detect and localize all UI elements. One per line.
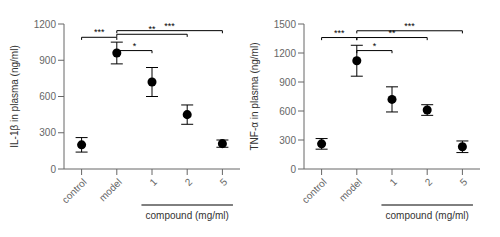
svg-text:5: 5 [218, 176, 230, 188]
svg-text:1: 1 [147, 176, 159, 188]
svg-text:model: model [97, 176, 124, 203]
svg-text:control: control [300, 176, 329, 205]
svg-text:compound (mg/ml): compound (mg/ml) [386, 210, 469, 221]
svg-text:TNF-α in plasma (ng/ml): TNF-α in plasma (ng/ml) [249, 42, 260, 150]
svg-text:0: 0 [50, 164, 56, 175]
svg-text:**: ** [388, 28, 396, 38]
svg-text:***: *** [164, 21, 175, 31]
svg-text:900: 900 [39, 55, 56, 66]
svg-text:1200: 1200 [274, 48, 297, 59]
svg-text:1200: 1200 [34, 19, 57, 30]
svg-text:1500: 1500 [274, 19, 297, 30]
svg-text:2: 2 [183, 176, 195, 188]
svg-text:1: 1 [387, 176, 399, 188]
svg-text:***: *** [404, 21, 415, 31]
svg-text:600: 600 [279, 106, 296, 117]
svg-text:0: 0 [290, 164, 296, 175]
svg-text:**: ** [148, 24, 156, 34]
svg-text:***: *** [94, 27, 105, 37]
svg-text:300: 300 [39, 127, 56, 138]
svg-text:***: *** [334, 28, 345, 38]
svg-text:control: control [60, 176, 89, 205]
svg-text:IL-1β in plasma (ng/ml): IL-1β in plasma (ng/ml) [9, 45, 20, 147]
svg-text:600: 600 [39, 91, 56, 102]
svg-text:900: 900 [279, 77, 296, 88]
svg-text:300: 300 [279, 135, 296, 146]
svg-text:5: 5 [458, 176, 470, 188]
svg-text:*: * [133, 41, 137, 51]
svg-text:*: * [373, 41, 377, 51]
svg-text:compound (mg/ml): compound (mg/ml) [146, 210, 229, 221]
svg-text:2: 2 [423, 176, 435, 188]
svg-text:model: model [337, 176, 364, 203]
